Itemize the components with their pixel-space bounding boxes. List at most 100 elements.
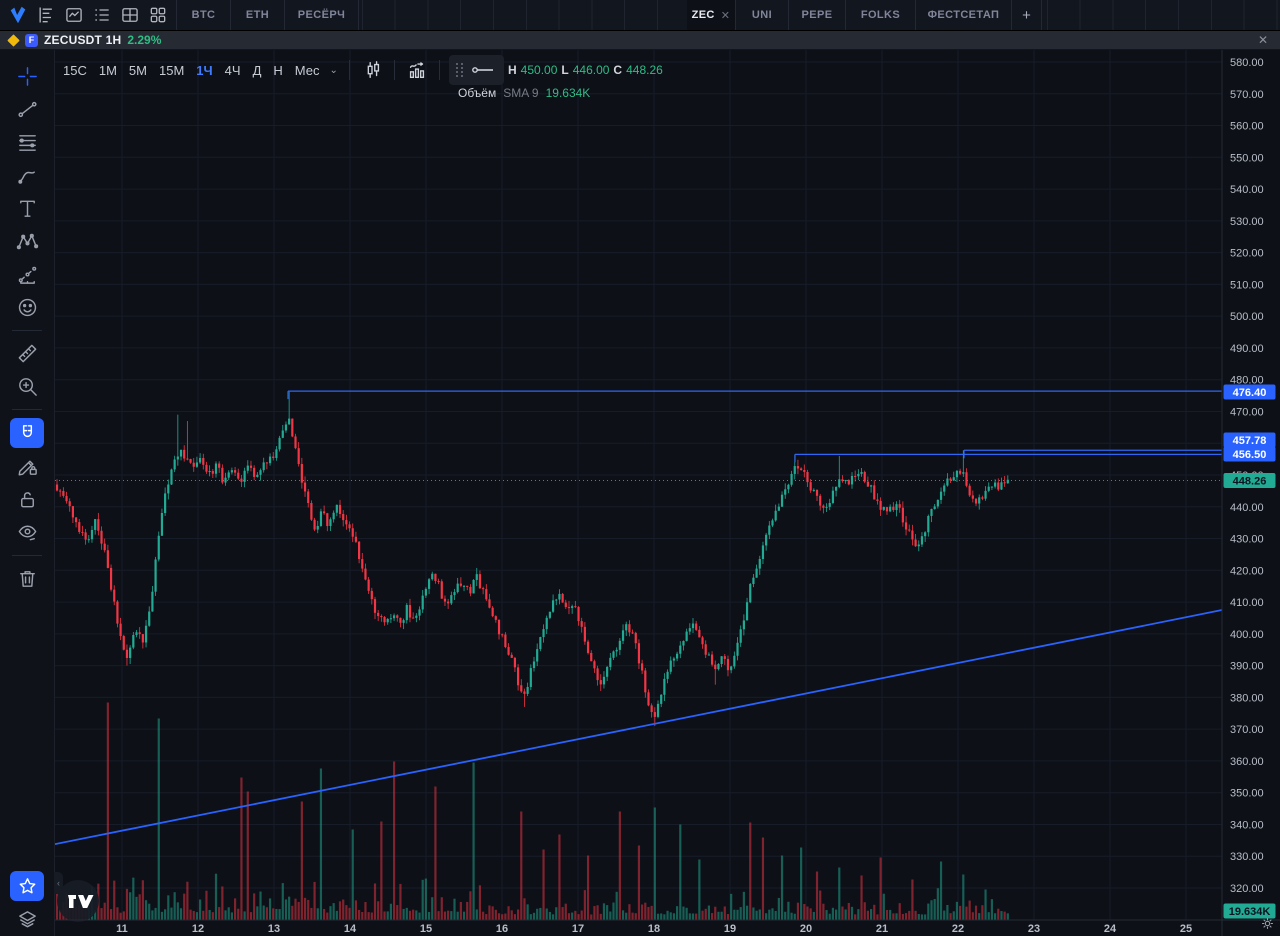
zoom-in-icon[interactable] (10, 370, 44, 403)
empty-tab-cells-left (330, 0, 658, 30)
svg-text:380.00: 380.00 (1230, 692, 1264, 704)
tab-label: ZEC (691, 9, 715, 21)
chart-window-icon[interactable] (62, 3, 86, 27)
volume-bars (55, 702, 1009, 920)
timeframe-15М[interactable]: 15М (158, 62, 185, 78)
sidebar-divider (12, 409, 42, 410)
high-label: H (508, 63, 517, 77)
tab-folks[interactable]: FOLKS (846, 0, 916, 30)
svg-text:350.00: 350.00 (1230, 788, 1264, 800)
candles (55, 391, 1009, 726)
trendline-icon[interactable] (10, 93, 44, 126)
svg-text:370.00: 370.00 (1230, 724, 1264, 736)
svg-text:420.00: 420.00 (1230, 565, 1264, 577)
price-chart[interactable]: 320.00 330.00 340.00 350.00 360.00 370.00 380.… (55, 50, 1280, 936)
svg-text:22: 22 (952, 923, 964, 935)
svg-text:25: 25 (1180, 923, 1192, 935)
exchange-binance-icon (7, 33, 20, 47)
svg-text:12: 12 (192, 923, 204, 935)
magnet-icon[interactable] (10, 418, 44, 448)
svg-text:390.00: 390.00 (1230, 661, 1264, 673)
timeframe-15С[interactable]: 15С (63, 62, 87, 78)
timeframe-1М[interactable]: 1М (98, 62, 117, 78)
trendline-drawing (55, 609, 1222, 846)
crosshair-icon[interactable] (10, 60, 44, 93)
chart-area[interactable]: 320.00 330.00 340.00 350.00 360.00 370.00 380.… (54, 50, 1280, 936)
drawing-float-panel[interactable] (449, 55, 504, 85)
price-label-456.50: 456.50 (1223, 446, 1276, 462)
tab-uni[interactable]: UNI (736, 0, 789, 30)
svg-text:21: 21 (876, 923, 888, 935)
fib-retracement-icon[interactable] (10, 126, 44, 159)
svg-text:410.00: 410.00 (1230, 597, 1264, 609)
sidebar-collapse-chevron[interactable]: ‹ (54, 872, 63, 894)
timeframe-5М[interactable]: 5М (128, 62, 147, 78)
xabcd-pattern-icon[interactable] (10, 225, 44, 258)
svg-text:470.00: 470.00 (1230, 406, 1264, 418)
tab-фестсетап[interactable]: ФЕСТСЕТАП (916, 0, 1012, 30)
measure-ruler-icon[interactable] (10, 337, 44, 370)
svg-text:550.00: 550.00 (1230, 152, 1264, 164)
horizontal-ray-icon[interactable] (471, 64, 495, 76)
emoji-icon[interactable] (10, 291, 44, 324)
svg-text:457.78: 457.78 (1233, 435, 1267, 447)
svg-text:510.00: 510.00 (1230, 279, 1264, 291)
tab-btc[interactable]: BTC (177, 0, 231, 30)
timeframe-dropdown-chevron-icon[interactable]: ⌄ (329, 64, 338, 76)
symbol-title[interactable]: ZECUSDT 1H (44, 33, 122, 47)
table-icon[interactable] (118, 3, 142, 27)
tab-pepe[interactable]: PEPE (789, 0, 846, 30)
timeframe-1Ч[interactable]: 1Ч (196, 62, 213, 78)
svg-text:23: 23 (1028, 923, 1040, 935)
app-logo[interactable] (6, 3, 30, 27)
timeframe-4Ч[interactable]: 4Ч (224, 62, 241, 78)
tab-eth[interactable]: ETH (231, 0, 285, 30)
svg-text:14: 14 (344, 923, 357, 935)
volume-legend[interactable]: Объём SMA 9 19.634K (458, 86, 590, 100)
brush-icon[interactable] (10, 159, 44, 192)
high-value: 450.00 (520, 63, 558, 77)
sidebar-divider (12, 330, 42, 331)
object-tree-icon[interactable] (10, 903, 44, 936)
dashboard-icon[interactable] (146, 3, 170, 27)
svg-text:540.00: 540.00 (1230, 184, 1264, 196)
timeframe-Д[interactable]: Д (252, 62, 262, 78)
strip-close-icon[interactable]: ✕ (1257, 33, 1268, 47)
svg-text:570.00: 570.00 (1230, 89, 1264, 101)
drawing-lock-icon[interactable] (10, 450, 44, 483)
price-label-457.78: 457.78 (1223, 432, 1276, 448)
futures-badge-icon: F (25, 33, 38, 47)
drag-handle-icon[interactable] (456, 63, 464, 77)
text-icon[interactable] (10, 192, 44, 225)
time-axis-settings-gear[interactable] (1261, 917, 1274, 935)
svg-text:330.00: 330.00 (1230, 851, 1264, 863)
svg-text:480.00: 480.00 (1230, 375, 1264, 387)
favorites-star-icon[interactable] (10, 871, 44, 901)
svg-text:20: 20 (800, 923, 812, 935)
timeframe-Н[interactable]: Н (273, 62, 283, 78)
candles-style-icon[interactable] (357, 58, 387, 82)
remove-drawings-icon[interactable] (10, 562, 44, 595)
top-tab-bar: BTC ETH РЕСЁРЧ ZEC ✕ UNI PEPE FOLKS ФЕСТСЕТАП… (0, 0, 1280, 31)
tab-zec-active[interactable]: ZEC ✕ (687, 0, 736, 30)
svg-text:13: 13 (268, 923, 280, 935)
list-icon[interactable] (90, 3, 114, 27)
timeframe-Мес[interactable]: Мес (294, 62, 320, 78)
projection-icon[interactable] (10, 258, 44, 291)
drawings[interactable] (55, 390, 1222, 846)
volume-label: Объём (458, 86, 497, 100)
top-left-icons (0, 0, 176, 30)
leaderboard-icon[interactable] (34, 3, 58, 27)
svg-text:19.634K: 19.634K (1229, 906, 1271, 918)
tradingview-watermark (57, 880, 99, 922)
svg-text:456.50: 456.50 (1233, 449, 1267, 461)
svg-text:18: 18 (648, 923, 660, 935)
lock-all-icon[interactable] (10, 483, 44, 516)
close-label: C (613, 63, 623, 77)
indicators-icon[interactable] (402, 58, 432, 82)
svg-text:520.00: 520.00 (1230, 248, 1264, 260)
tab-close-icon[interactable]: ✕ (720, 9, 731, 22)
hide-drawings-icon[interactable] (10, 516, 44, 549)
empty-tab-cells-right (1015, 0, 1280, 30)
